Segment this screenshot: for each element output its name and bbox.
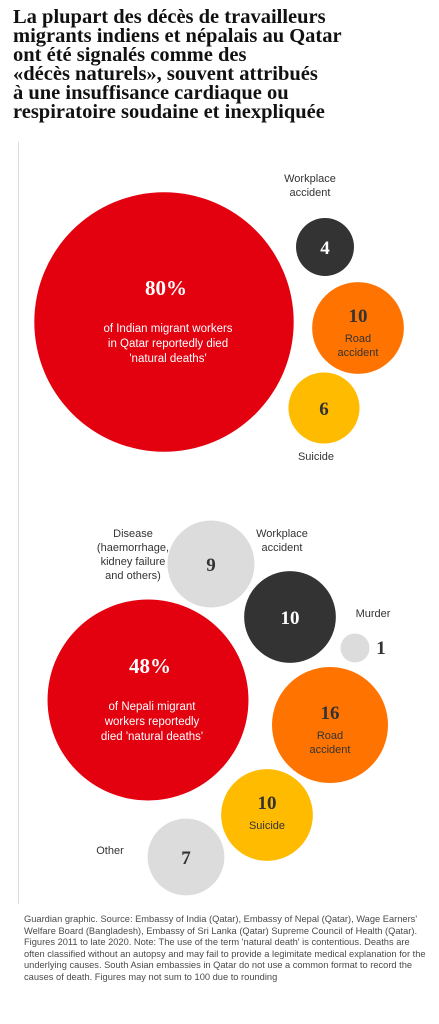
- nepal-other-label: Other: [96, 845, 124, 857]
- india-workplace-value: 4: [320, 238, 330, 259]
- chart-title: La plupart des décès de travailleurs mig…: [13, 6, 342, 123]
- nepal-suicide-bubble: [221, 769, 313, 861]
- nepal-murder-value: 1: [376, 638, 386, 659]
- nepal-natural-value: 48%: [129, 654, 171, 678]
- india-natural-value: 80%: [145, 276, 187, 300]
- india-suicide-label: Suicide: [298, 451, 334, 463]
- nepal-road-bubble: [272, 667, 388, 783]
- nepal-natural-label: of Nepali migrant workers reportedly died …: [101, 701, 203, 743]
- india-suicide-bubble: [288, 372, 360, 444]
- nepal-suicide-value: 10: [258, 793, 277, 814]
- india-suicide-value: 6: [319, 399, 329, 420]
- india-natural-bubble: [34, 192, 294, 452]
- bubble-chart: 80% of Indian migrant workers in Qatar rep…: [34, 173, 404, 896]
- nepal-disease-bubble: [167, 520, 255, 608]
- nepal-workplace-bubble: [244, 571, 336, 663]
- source-note: Guardian graphic. Source: Embassy of Ind…: [24, 914, 426, 982]
- nepal-disease-value: 9: [206, 555, 216, 576]
- india-road-value: 10: [349, 306, 368, 327]
- india-workplace-bubble: [296, 218, 354, 276]
- india-natural-label: of Indian migrant workers in Qatar report…: [103, 323, 232, 365]
- nepal-workplace-label: Workplace accident: [256, 528, 308, 554]
- india-road-bubble: [312, 282, 404, 374]
- nepal-natural-bubble: [47, 599, 249, 801]
- nepal-murder-label: Murder: [356, 608, 391, 620]
- india-road-label: Road accident: [338, 333, 379, 359]
- nepal-murder-bubble: [340, 633, 370, 663]
- nepal-suicide-label: Suicide: [249, 820, 285, 832]
- india-workplace-label: Workplace accident: [284, 173, 336, 199]
- nepal-road-value: 16: [321, 703, 340, 724]
- nepal-other-bubble: [147, 818, 225, 896]
- nepal-workplace-value: 10: [281, 608, 300, 629]
- nepal-other-value: 7: [181, 848, 191, 869]
- nepal-disease-label: Disease (haemorrhage, kidney failure and ot…: [97, 528, 169, 582]
- left-rule: [18, 142, 19, 904]
- nepal-road-label: Road accident: [310, 730, 351, 756]
